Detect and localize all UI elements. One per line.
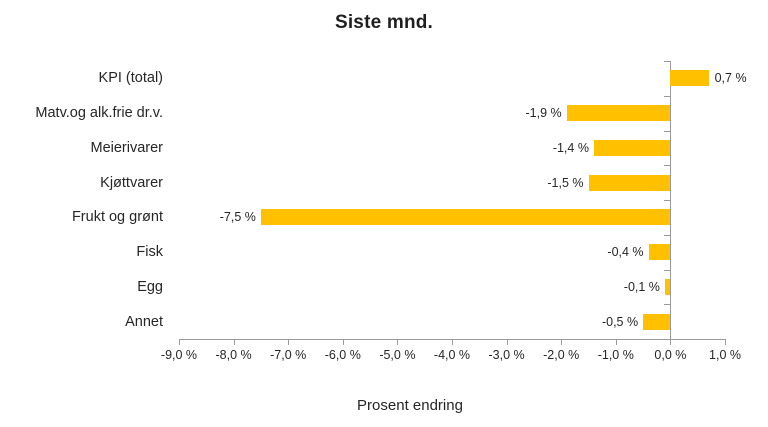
x-axis-tick-label: 0,0 % xyxy=(654,348,687,362)
x-axis-tick-label: -9,0 % xyxy=(160,348,198,362)
y-axis-line xyxy=(670,61,672,339)
bar xyxy=(588,174,671,191)
x-axis-tick-label: -8,0 % xyxy=(215,348,252,362)
bar-value-label: -0,4 % xyxy=(607,245,644,260)
bar-value-label: -0,1 % xyxy=(623,279,660,294)
y-axis-tick xyxy=(664,130,671,132)
category-label: Kjøttvarer xyxy=(100,174,163,191)
bar-value-label: -7,5 % xyxy=(219,210,256,225)
y-axis-tick xyxy=(664,165,671,167)
x-axis-tick-label: -4,0 % xyxy=(433,348,471,362)
bar xyxy=(643,313,671,330)
x-axis-tick-label: -3,0 % xyxy=(488,348,525,362)
bar xyxy=(670,70,709,87)
y-axis-tick xyxy=(664,339,671,340)
x-axis-tick xyxy=(725,339,726,345)
bar-value-label: -1,9 % xyxy=(525,106,562,121)
category-label: Annet xyxy=(125,313,163,330)
y-axis-tick xyxy=(664,269,671,271)
bar xyxy=(648,244,671,261)
category-label: Matv.og alk.frie dr.v. xyxy=(35,105,163,122)
x-axis-tick xyxy=(179,339,180,345)
x-axis-tick-label: -5,0 % xyxy=(379,348,416,362)
bar-value-label: -0,5 % xyxy=(601,314,639,329)
y-axis-tick xyxy=(664,234,671,236)
category-label: Frukt og grønt xyxy=(71,209,163,226)
x-axis-tick xyxy=(342,339,344,345)
x-axis-tick xyxy=(615,339,617,345)
y-axis-tick xyxy=(664,61,671,62)
y-axis-tick xyxy=(664,200,671,201)
x-axis-tick xyxy=(561,339,563,345)
x-axis-tick xyxy=(506,339,508,345)
bar-value-label: -1,5 % xyxy=(547,175,584,190)
x-axis-tick-label: -2,0 % xyxy=(543,348,580,362)
x-axis-title: Prosent endring xyxy=(357,397,463,414)
x-axis-tick-label: 1,0 % xyxy=(709,348,741,362)
category-label: KPI (total) xyxy=(98,70,163,87)
y-axis-tick xyxy=(664,304,671,306)
x-axis-tick-label: -1,0 % xyxy=(597,348,634,362)
bar-value-label: -1,4 % xyxy=(552,140,589,155)
category-label: Meierivarer xyxy=(90,139,163,156)
x-axis-tick xyxy=(452,339,453,345)
bar-value-label: 0,7 % xyxy=(714,71,747,86)
x-axis-tick xyxy=(397,339,399,345)
x-axis-tick xyxy=(288,339,290,345)
bar xyxy=(566,105,671,122)
x-axis-tick xyxy=(670,339,672,345)
bar xyxy=(664,278,671,295)
x-axis-tick-label: -6,0 % xyxy=(324,348,361,362)
bar xyxy=(593,139,671,156)
category-label: Egg xyxy=(137,278,163,295)
x-axis-tick-label: -7,0 % xyxy=(270,348,307,362)
bar xyxy=(260,209,671,226)
y-axis-tick xyxy=(664,95,671,97)
chart-title: Siste mnd. xyxy=(334,12,434,33)
category-label: Fisk xyxy=(136,244,163,261)
x-axis-tick xyxy=(233,339,235,345)
